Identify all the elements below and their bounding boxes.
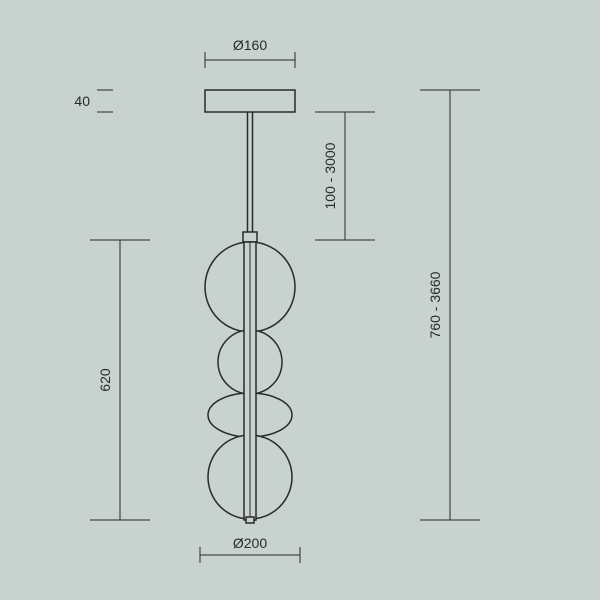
dim-cable-length: 100 - 3000 xyxy=(315,112,375,240)
canopy xyxy=(205,90,295,112)
sphere-diameter-label: Ø200 xyxy=(233,535,267,551)
suspension-cable xyxy=(248,112,253,240)
fixture-height-label: 620 xyxy=(97,368,113,392)
total-height-label: 760 - 3660 xyxy=(427,271,443,338)
dim-canopy-height: 40 xyxy=(74,90,113,112)
dim-total-height: 760 - 3660 xyxy=(420,90,480,520)
dim-fixture-height: 620 xyxy=(90,240,150,520)
dim-canopy-diameter: Ø160 xyxy=(205,37,295,68)
fixture-body xyxy=(205,232,295,523)
canopy-diameter-label: Ø160 xyxy=(233,37,267,53)
cable-length-label: 100 - 3000 xyxy=(322,142,338,209)
pendant-light-dimension-diagram: Ø160 40 100 - 3000 760 - 3660 620 xyxy=(0,0,600,600)
canopy-height-label: 40 xyxy=(74,93,90,109)
dim-sphere-diameter: Ø200 xyxy=(200,535,300,563)
